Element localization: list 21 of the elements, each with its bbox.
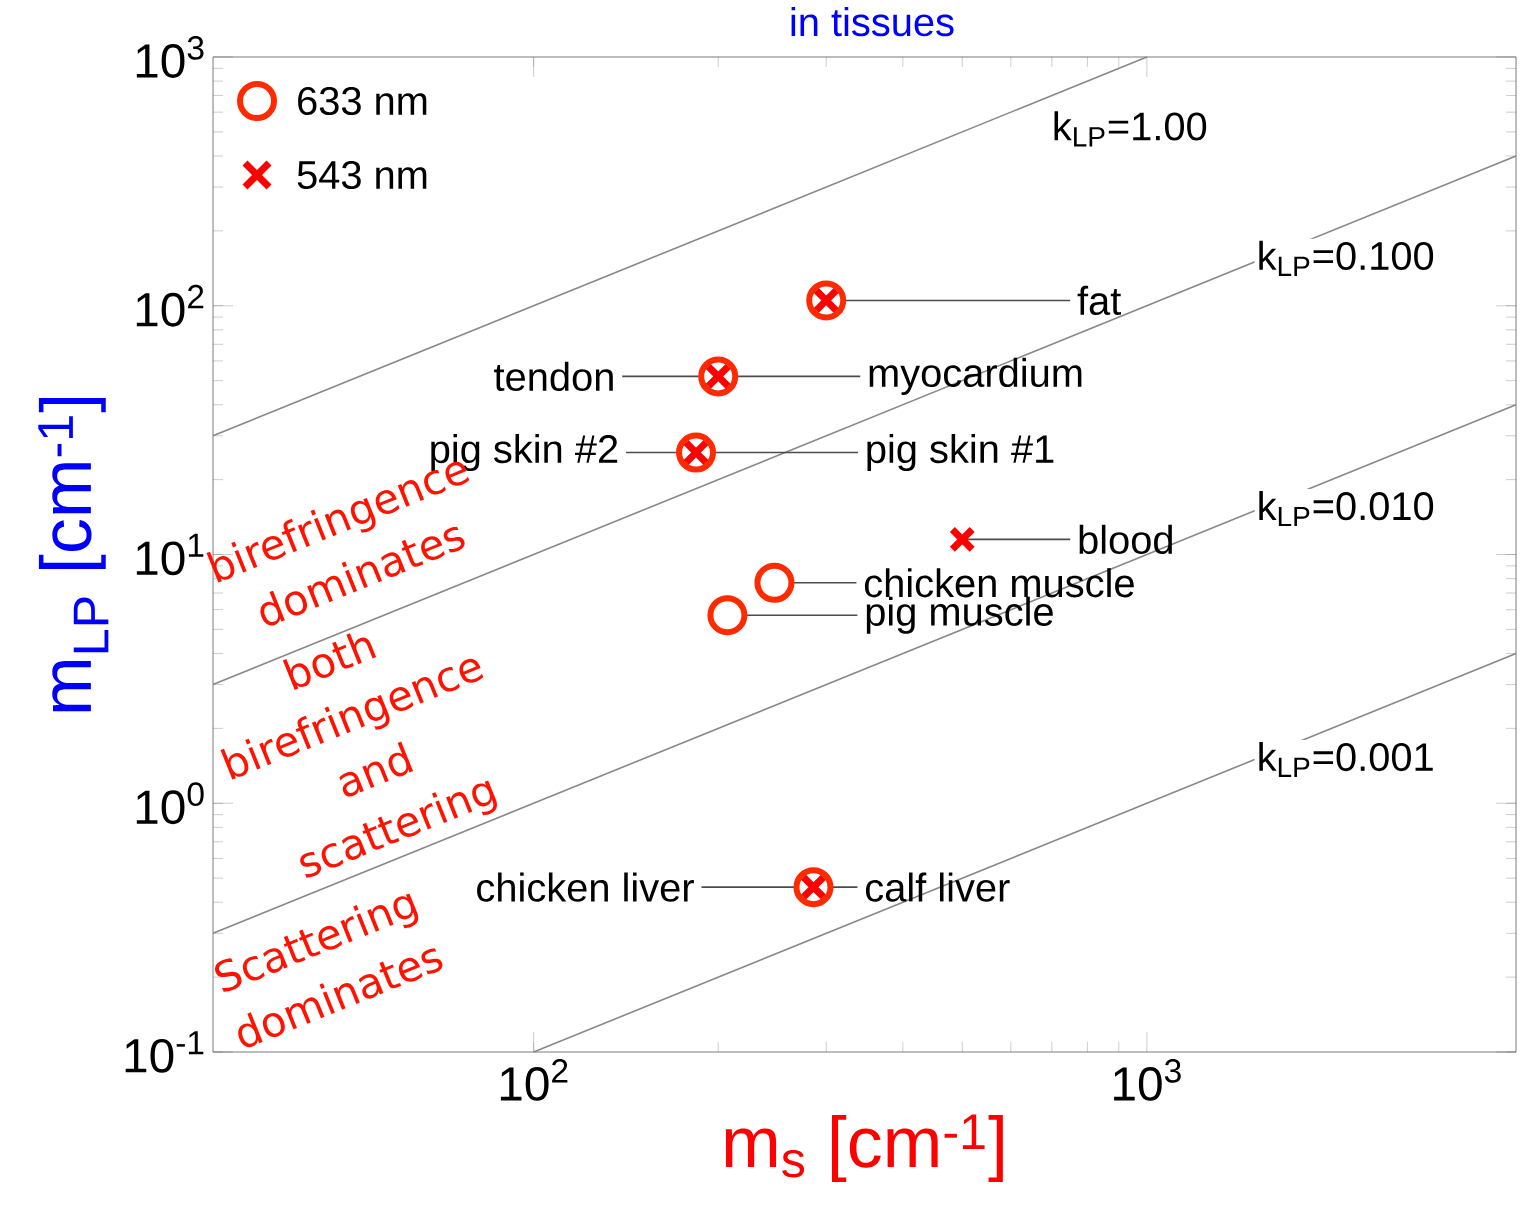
annotation: calf liver: [865, 872, 1010, 902]
y-axis-title: m$_{LP}$ [cm$^{-1}$]: [38, 398, 109, 712]
annotation: fat: [1077, 285, 1122, 316]
chart-title: in tissues: [791, 7, 954, 37]
annotation: pig skin #1: [867, 433, 1054, 472]
y-tick-label: 10$^{1}$: [136, 533, 204, 576]
y-tick-label: 10$^{3}$: [136, 36, 204, 78]
legend-label: 543 nm: [297, 160, 427, 190]
series-label: k$_{LP}$=0.001: [1259, 741, 1433, 777]
annotation: myocardium: [869, 357, 1082, 395]
annotation: chicken muscle: [864, 568, 1134, 598]
y-tick-label: 10$^{2}$: [136, 284, 204, 327]
series-label: k$_{LP}$=1.00: [1054, 111, 1207, 147]
y-tick-label: 10$^{-1}$: [125, 1031, 204, 1073]
series-label: k$_{LP}$=0.100: [1259, 240, 1434, 276]
y-tick-label: 10$^{0}$: [136, 782, 204, 825]
series-label: k$_{LP}$=0.010: [1259, 491, 1434, 527]
x-axis-title: m$_{s}$ [cm$^{-1}$]: [725, 1114, 1003, 1182]
legend-label: 633 nm: [298, 86, 427, 116]
annotation: blood: [1079, 524, 1172, 555]
annotation: tendon: [494, 361, 613, 392]
